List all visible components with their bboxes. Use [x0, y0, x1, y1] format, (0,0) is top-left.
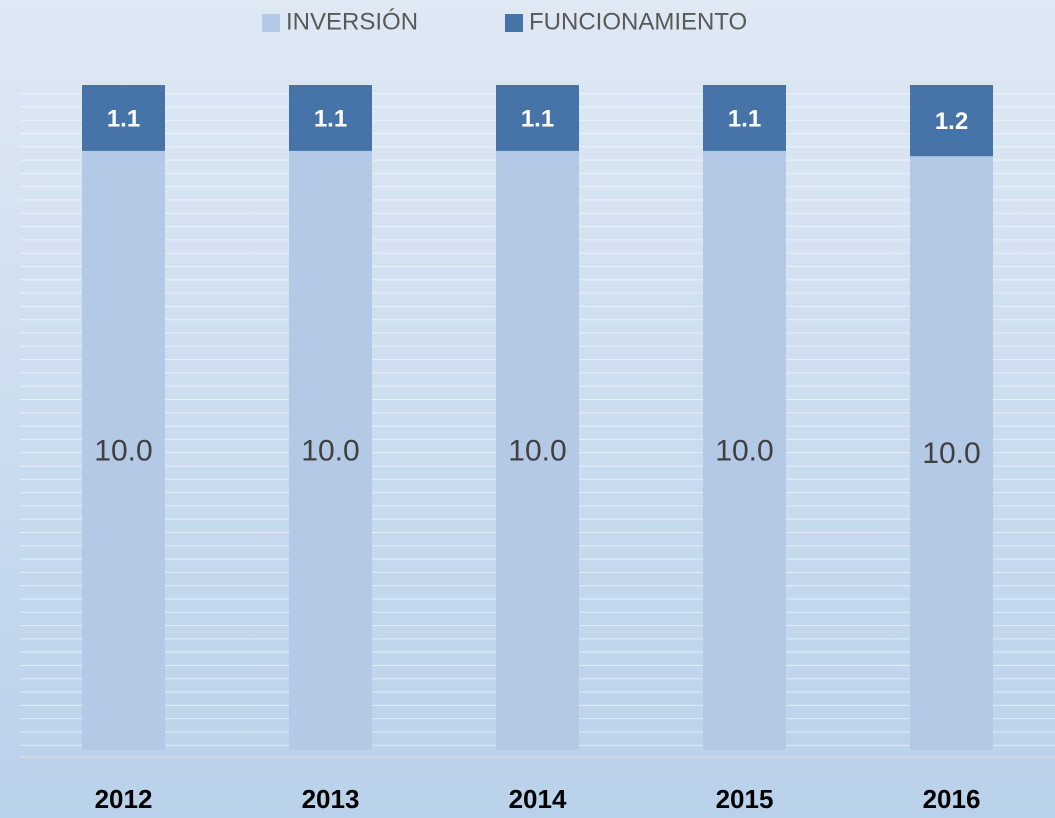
data-label: 10.0: [301, 434, 359, 467]
bar-segment: [703, 150, 786, 751]
bar-segment: [910, 156, 993, 750]
data-label: 1.1: [314, 105, 347, 132]
x-tick-label: 2012: [95, 784, 153, 814]
data-label: 1.1: [521, 105, 554, 132]
legend-label: FUNCIONAMIENTO: [529, 8, 747, 35]
x-tick-label: 2016: [923, 784, 981, 814]
bar-segment: [289, 85, 372, 151]
x-tick-label: 2014: [509, 784, 567, 814]
data-label: 1.1: [107, 105, 140, 132]
legend-label: INVERSIÓN: [286, 8, 418, 35]
bar-segment: [82, 150, 165, 751]
x-tick-label: 2013: [302, 784, 360, 814]
bar-segment: [910, 85, 993, 157]
bar-segment: [703, 85, 786, 151]
bar-segment: [496, 85, 579, 151]
x-tick-label: 2015: [716, 784, 774, 814]
data-label: 1.2: [935, 108, 968, 135]
data-label: 1.1: [728, 105, 761, 132]
data-label: 10.0: [94, 434, 152, 467]
bar-segment: [289, 150, 372, 751]
data-label: 10.0: [715, 434, 773, 467]
data-label: 10.0: [922, 437, 980, 470]
legend-swatch: [262, 14, 280, 32]
data-label: 10.0: [508, 434, 566, 467]
legend-swatch: [505, 14, 523, 32]
bar-segment: [496, 150, 579, 751]
bar-segment: [82, 85, 165, 151]
